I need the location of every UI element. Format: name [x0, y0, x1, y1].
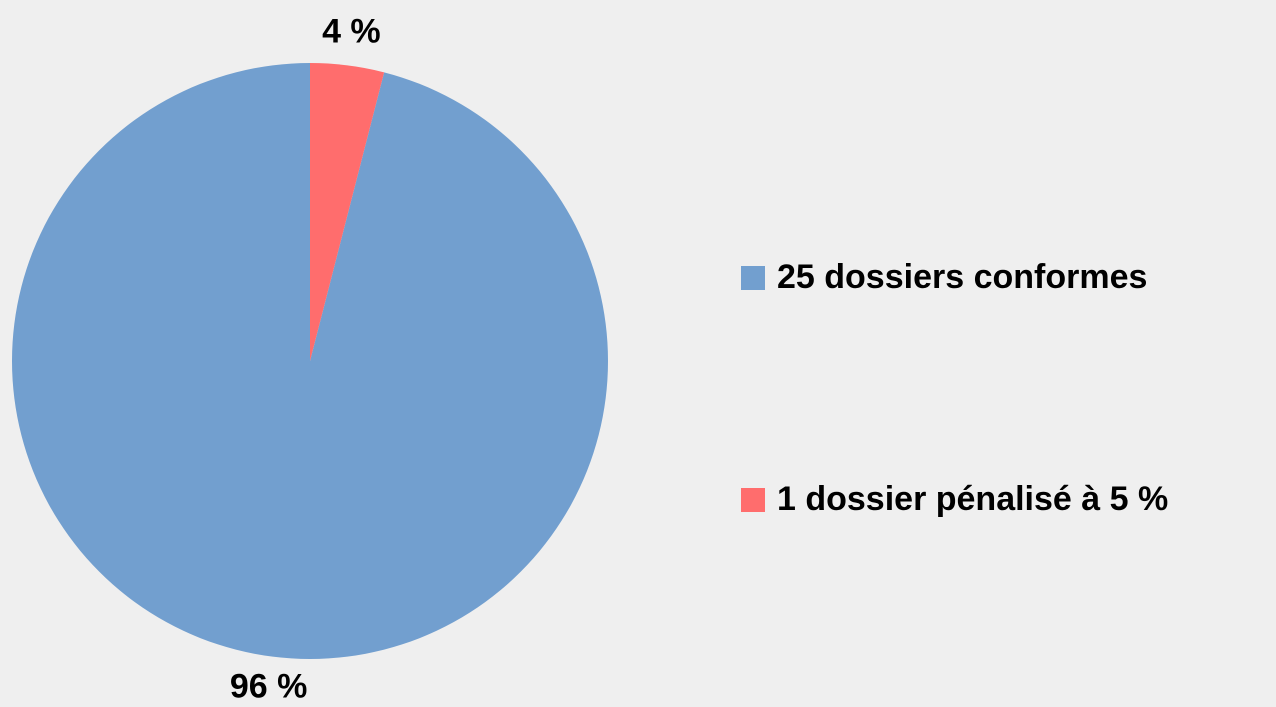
legend-swatch: [741, 266, 765, 290]
pie-slice: [12, 63, 609, 659]
legend-swatch: [741, 488, 765, 512]
data-label: 4 %: [322, 13, 381, 51]
legend-label: 25 dossiers conformes: [777, 258, 1147, 296]
pie-slice: [310, 63, 385, 361]
data-label: 96 %: [230, 667, 308, 705]
legend-label: 1 dossier pénalisé à 5 %: [777, 480, 1168, 518]
